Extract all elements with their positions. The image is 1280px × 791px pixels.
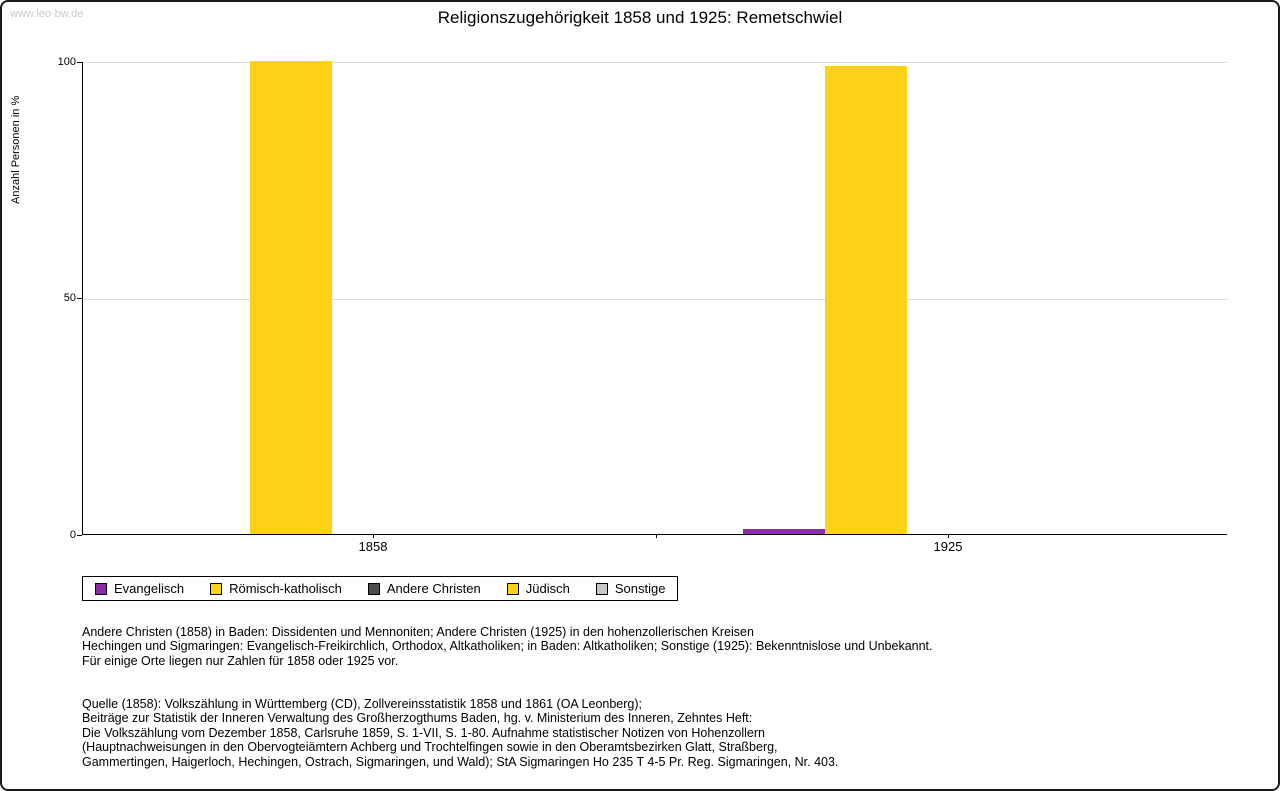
legend-swatch-sonstige	[595, 582, 608, 595]
x-tick-label-1925: 1925	[933, 539, 963, 554]
y-tick-label-100: 100	[57, 56, 76, 68]
legend-label-sonstige: Sonstige	[614, 581, 666, 596]
legend-swatch-andere-christen	[367, 582, 380, 595]
x-tick-mark	[373, 534, 374, 538]
legend-label-j-disch: Jüdisch	[525, 581, 570, 596]
bar-evangelisch-1925	[743, 529, 825, 534]
plot-area: 1858 1925	[82, 61, 1227, 554]
x-tick-mark	[655, 534, 657, 538]
chart-legend: Evangelisch Römisch-katholisch Andere Chri…	[82, 576, 679, 601]
legend-item-evangelisch: Evangelisch	[95, 581, 184, 596]
legend-swatch-r-misch-katholisch	[210, 582, 223, 595]
legend-swatch-evangelisch	[95, 582, 107, 595]
y-tick-mark	[77, 62, 82, 63]
legend-item-sonstige: Sonstige	[595, 581, 666, 596]
legend-label-r-misch-katholisch: Römisch-katholisch	[229, 581, 342, 596]
y-tick-label-0: 0	[69, 529, 76, 541]
footnote-definitions: Andere Christen (1858) in Baden: Disside…	[82, 624, 933, 668]
legend-item-r-misch-katholisch: Römisch-katholisch	[210, 581, 342, 596]
bar-r-misch-katholisch-1925	[825, 66, 907, 534]
legend-label-evangelisch: Evangelisch	[114, 581, 185, 596]
footnote-source-1858: Quelle (1858): Volkszählung in Württembe…	[82, 696, 839, 769]
watermark: www.leo-bw.de	[10, 8, 84, 20]
x-tick-label-1858: 1858	[358, 539, 388, 554]
y-tick-mark	[77, 535, 82, 536]
chart-title: Religionszugehörigkeit 1858 und 1925: Re…	[437, 8, 843, 27]
legend-item-andere-christen: Andere Christen	[367, 581, 481, 596]
gridline-50	[83, 298, 1227, 300]
y-axis-label: Anzahl Personen in %	[10, 95, 22, 204]
legend-item-j-disch: Jüdisch	[506, 581, 570, 596]
y-tick-label-50: 50	[63, 292, 76, 304]
x-tick-mark	[948, 534, 949, 538]
y-tick-mark	[77, 298, 82, 299]
footnotes: Andere Christen (1858) in Baden: Disside…	[82, 610, 1010, 789]
bar-r-misch-katholisch-1858	[250, 61, 332, 534]
gridline-100	[83, 62, 1227, 63]
legend-swatch-j-disch	[506, 582, 519, 595]
legend-label-andere-christen: Andere Christen	[386, 581, 481, 596]
